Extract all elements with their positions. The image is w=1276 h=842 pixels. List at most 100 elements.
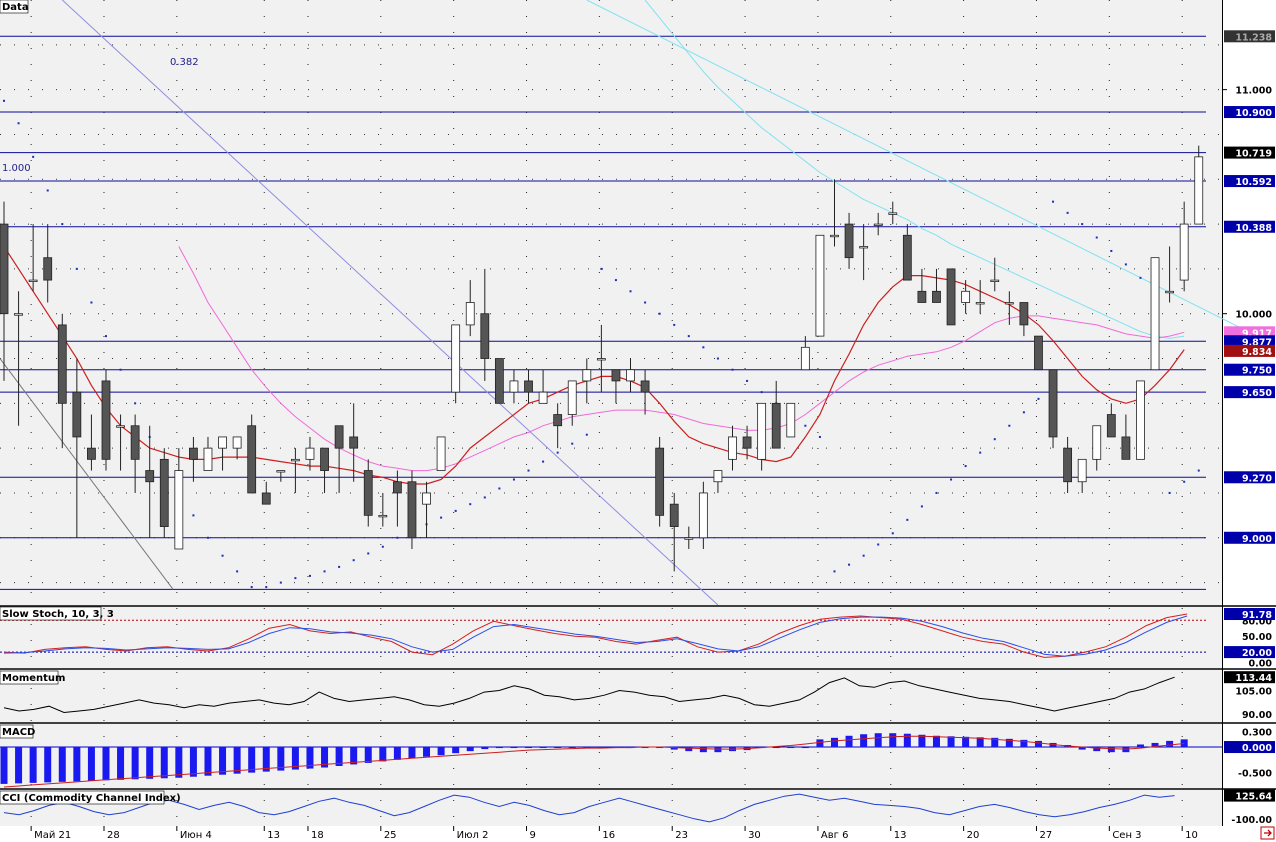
macd-bar bbox=[495, 747, 503, 749]
macd-bar bbox=[452, 747, 460, 754]
candle-body bbox=[990, 279, 1000, 282]
date-label: 28 bbox=[107, 830, 120, 841]
candle-body bbox=[728, 436, 737, 460]
ma-fast-line bbox=[3, 246, 1185, 485]
sar-dot bbox=[3, 99, 5, 102]
macd-bar bbox=[1136, 744, 1144, 748]
candle-body bbox=[669, 503, 679, 527]
price-axis-label: 9.000 bbox=[1242, 534, 1272, 545]
macd-bar bbox=[393, 747, 401, 760]
candle bbox=[1019, 302, 1029, 337]
candle-body bbox=[116, 425, 125, 428]
macd-bar bbox=[379, 747, 387, 762]
candle-body bbox=[1136, 380, 1145, 460]
macd-bar bbox=[335, 747, 343, 766]
date-label: Июл 2 bbox=[457, 830, 489, 841]
cci-line bbox=[3, 793, 1175, 823]
sar-dot bbox=[950, 478, 953, 481]
candle bbox=[567, 380, 577, 426]
candle bbox=[436, 436, 446, 471]
macd-bar bbox=[962, 736, 970, 748]
stoch-d-line bbox=[3, 615, 1188, 657]
candle bbox=[1077, 458, 1087, 493]
candle bbox=[524, 369, 533, 404]
candle-body bbox=[538, 391, 548, 404]
fib-label-0382: 0.382 bbox=[170, 57, 199, 68]
candle bbox=[771, 380, 781, 449]
macd-bar bbox=[583, 747, 591, 749]
price-axis-label-box bbox=[1224, 220, 1275, 233]
sar-dot bbox=[848, 563, 851, 566]
candle bbox=[422, 481, 431, 538]
macd-bar bbox=[889, 733, 897, 748]
date-label: 30 bbox=[748, 830, 761, 841]
macd-bar bbox=[262, 747, 270, 772]
candle-body bbox=[232, 436, 242, 449]
price-axis-label: 9.877 bbox=[1242, 337, 1272, 348]
stoch-current-label-box bbox=[1224, 608, 1275, 621]
candle bbox=[1179, 201, 1189, 292]
macd-bar bbox=[1093, 747, 1101, 752]
momentum-current-label: 113.44 bbox=[1235, 673, 1272, 684]
price-axis-label-box bbox=[1224, 531, 1275, 544]
date-label: 16 bbox=[602, 830, 615, 841]
macd-bar bbox=[1180, 739, 1188, 748]
macd-bar bbox=[102, 747, 110, 781]
candle-body bbox=[72, 391, 82, 438]
candle-body bbox=[684, 537, 694, 540]
candle bbox=[902, 224, 912, 281]
sar-dot bbox=[658, 312, 661, 315]
candle-body bbox=[655, 447, 665, 516]
date-label: Июн 4 bbox=[180, 830, 212, 841]
price-axis-label-box bbox=[1224, 386, 1275, 399]
price-axis-label-box bbox=[1224, 146, 1275, 159]
sar-dot bbox=[906, 518, 909, 521]
macd-bar bbox=[15, 747, 23, 784]
candle-body bbox=[320, 447, 329, 471]
macd-bar bbox=[131, 747, 139, 780]
price-axis-label: 10.900 bbox=[1235, 108, 1272, 119]
candle-body bbox=[640, 380, 650, 393]
sar-dot bbox=[877, 543, 880, 546]
scroll-right-icon[interactable] bbox=[1260, 826, 1275, 840]
sar-dot bbox=[294, 577, 297, 580]
candle bbox=[14, 291, 23, 426]
candle-body bbox=[553, 414, 563, 427]
candle bbox=[713, 470, 723, 493]
candle-body bbox=[873, 223, 883, 226]
price-axis-label: 9.270 bbox=[1242, 473, 1272, 484]
candle bbox=[990, 257, 1000, 292]
candle-body bbox=[1063, 447, 1073, 483]
candle-body bbox=[1194, 156, 1204, 225]
macd-current-label: 0.000 bbox=[1242, 743, 1272, 754]
sar-dot bbox=[381, 545, 384, 548]
sar-dot bbox=[454, 509, 457, 512]
candle bbox=[596, 324, 606, 393]
macd-bar bbox=[772, 747, 780, 749]
candle bbox=[57, 313, 67, 449]
candle-body bbox=[1150, 257, 1160, 371]
candle bbox=[553, 403, 563, 449]
candle bbox=[655, 436, 665, 527]
candle-body bbox=[596, 358, 606, 361]
candle-body bbox=[0, 223, 9, 315]
candle bbox=[1106, 403, 1116, 438]
candle bbox=[1034, 335, 1043, 371]
sar-dot bbox=[221, 554, 224, 557]
candle bbox=[698, 481, 708, 549]
macd-bar bbox=[801, 747, 809, 749]
candle-body bbox=[626, 369, 635, 382]
candle bbox=[0, 201, 9, 381]
candle bbox=[305, 436, 315, 471]
price-axis-label: 10.719 bbox=[1235, 149, 1272, 160]
sar-dot bbox=[206, 536, 209, 539]
price-axis-label: 9.917 bbox=[1242, 328, 1272, 339]
sar-dot bbox=[1052, 200, 1055, 203]
momentum-panel-title: Momentum bbox=[2, 673, 65, 684]
candle bbox=[130, 414, 140, 493]
candle bbox=[334, 425, 344, 493]
candle bbox=[1165, 246, 1174, 303]
candle bbox=[378, 492, 388, 527]
sar-dot bbox=[804, 424, 807, 427]
momentum-tick-label: 90.00 bbox=[1242, 710, 1272, 721]
